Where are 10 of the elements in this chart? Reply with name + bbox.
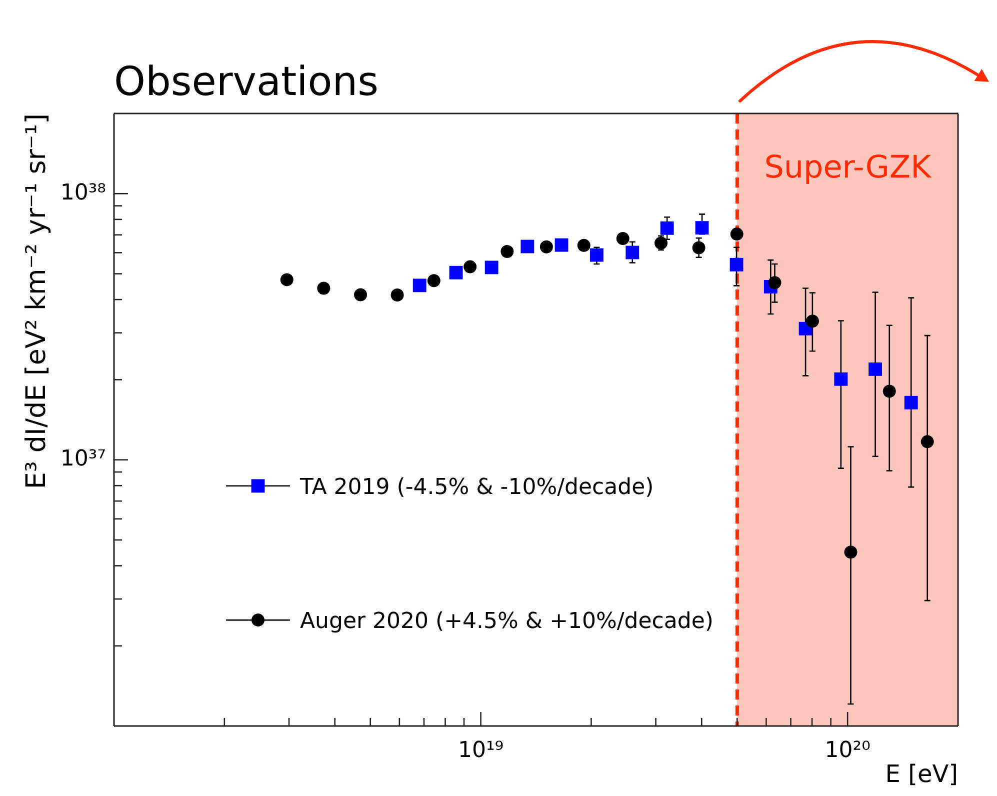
legend-label: Auger 2020 (+4.5% & +10%/decade) (300, 609, 714, 634)
y-axis-title: E³ dI/dE [eV² km⁻² yr⁻¹ sr⁻¹] (21, 114, 52, 490)
chart-title: Observations (114, 59, 378, 105)
y-tick-label: 10³⁷ (60, 446, 106, 472)
legend-label: TA 2019 (-4.5% & -10%/decade) (299, 474, 654, 500)
band-label: Super-GZK (764, 150, 932, 186)
y-tick-label: 10³⁸ (60, 180, 106, 206)
x-tick-label: 10²⁰ (824, 738, 871, 763)
x-tick-label: 10¹⁹ (458, 738, 504, 763)
x-axis-title: E [eV] (885, 760, 958, 788)
